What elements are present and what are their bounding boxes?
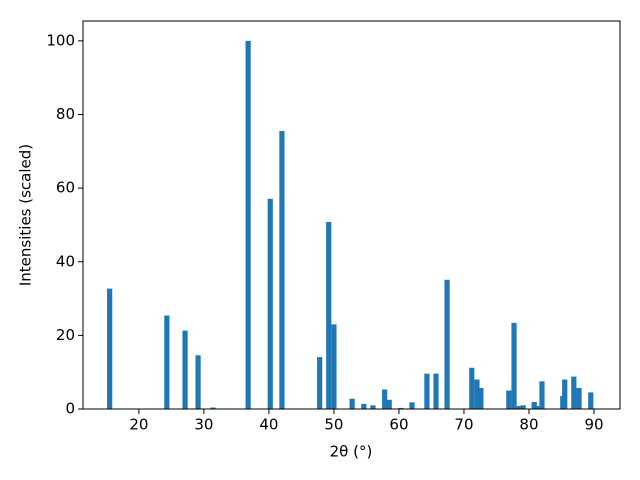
bar [164,315,170,409]
bar [424,373,430,409]
bar [267,198,273,409]
x-tick-label: 70 [454,416,473,434]
bar [398,407,404,409]
y-tick-label: 60 [56,179,75,197]
bar [539,381,545,409]
bar [326,221,332,409]
bar [331,324,337,409]
x-tick-label: 60 [389,416,408,434]
x-tick-label: 30 [194,416,213,434]
bar [444,279,450,409]
bar [588,392,594,409]
bar [469,367,475,409]
y-axis-label: Intensities (scaled) [17,144,35,286]
bar [195,355,201,409]
bar [317,357,323,409]
y-tick-label: 100 [46,31,75,49]
plot-frame [82,20,621,410]
bar [107,288,113,409]
bar [409,402,415,409]
bar [478,388,484,409]
bar [576,388,582,409]
bar [349,398,355,409]
bar [210,407,216,409]
x-tick-label: 20 [129,416,148,434]
bar [386,399,392,409]
bar [511,322,517,409]
bar [382,389,388,409]
bar [571,376,577,409]
x-tick-label: 80 [519,416,538,434]
y-tick-label: 20 [56,326,75,344]
bar [279,131,285,410]
bar [433,373,439,409]
x-tick-label: 40 [259,416,278,434]
y-tick-label: 40 [56,252,75,270]
x-axis-label: 2θ (°) [330,443,373,461]
bar [516,406,522,409]
bar [520,405,526,409]
bar [361,403,367,409]
bar [531,402,537,409]
bar [506,390,512,409]
bar [534,406,540,409]
bar [474,379,480,409]
x-tick-label: 90 [584,416,603,434]
bar [182,330,188,409]
x-tick-label: 50 [324,416,343,434]
bar [370,405,376,409]
bar [245,40,251,409]
y-tick-label: 80 [56,105,75,123]
bar [562,379,568,409]
y-tick-label: 0 [65,400,75,418]
